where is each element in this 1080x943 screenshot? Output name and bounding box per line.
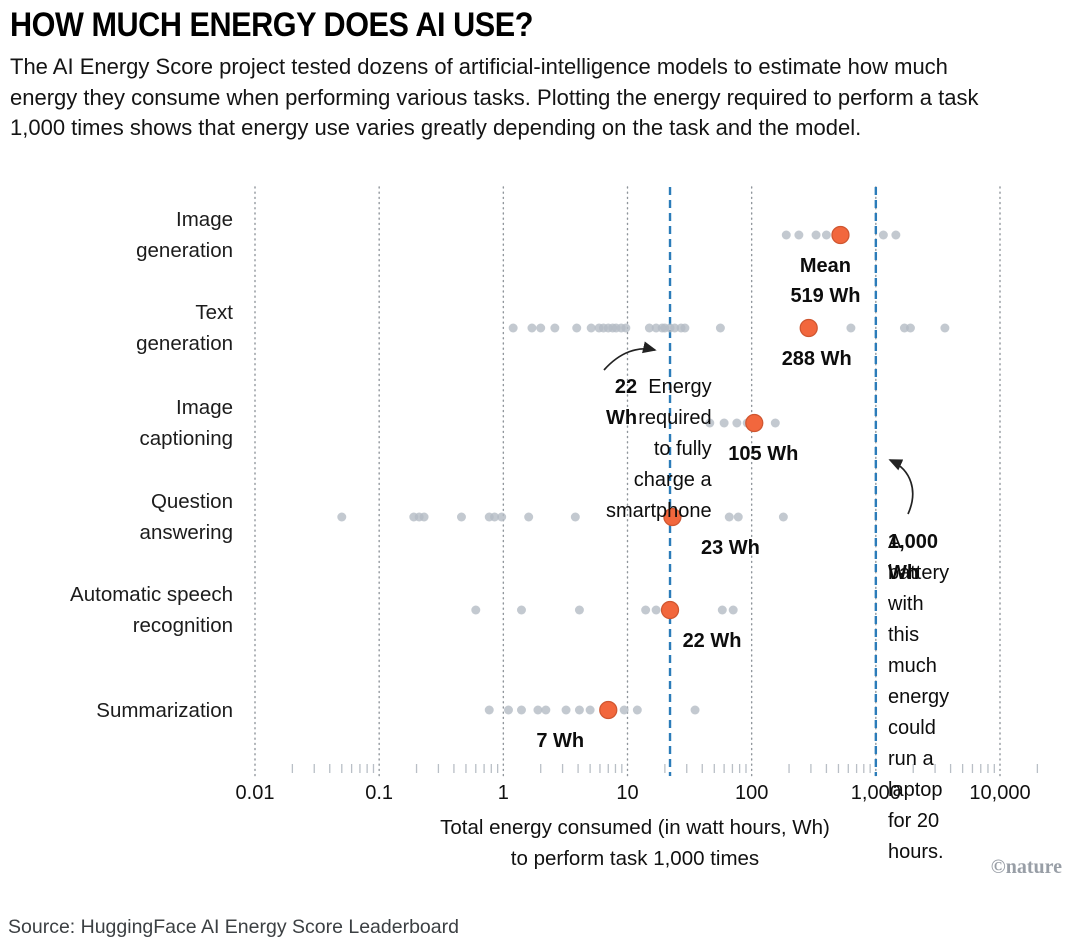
mean-label: 288 Wh [781,348,852,370]
model-dot [732,418,742,428]
model-dot [456,512,466,522]
model-dot [811,230,821,240]
model-dot [484,705,494,715]
model-dot [770,418,780,428]
x-tick-label: 100 [734,782,769,804]
model-dot [574,705,584,715]
model-dot [490,512,500,522]
model-dot [670,323,680,333]
mean-dot [799,318,818,338]
model-dot [651,605,661,615]
model-dot [728,605,738,615]
model-dot [570,512,580,522]
model-dot [621,323,631,333]
model-dot [632,705,642,715]
x-tick-label: 0.01 [235,782,275,804]
x-tick-label: 1 [497,782,509,804]
mean-label: 105 Wh [728,443,799,465]
model-dot [644,323,654,333]
category-label: Question answering [139,490,233,544]
model-dot [574,605,584,615]
model-dot [586,323,596,333]
model-dot [905,323,915,333]
model-dot [541,705,551,715]
model-dot [561,705,571,715]
model-dot [619,705,629,715]
model-dot [781,230,791,240]
annotation-arrow-laptop [888,459,914,515]
mean-dot [663,507,682,527]
category-label: Automatic speech recognition [70,583,233,637]
nature-credit: ©nature [990,856,1062,878]
mean-label: Mean 519 Wh [790,255,861,307]
model-dot [550,323,560,333]
page-title: HOW MUCH ENERGY DOES AI USE? [10,6,533,44]
model-dot [471,605,481,615]
category-label: Image generation [136,208,233,262]
annotation-arrow-smartphone [603,341,657,371]
model-dot [717,605,727,615]
mean-dot [599,700,618,720]
x-tick-label: 0.1 [365,782,394,804]
model-dot [585,705,595,715]
model-dot [724,512,734,522]
x-axis-title: Total energy consumed (in watt hours, Wh… [440,816,830,870]
category-label: Image captioning [139,396,233,450]
model-dot [940,323,950,333]
model-dot [891,230,901,240]
model-dot [516,705,526,715]
model-dot [503,705,513,715]
model-dot [846,323,856,333]
category-label: Summarization [96,698,233,722]
model-dot [821,230,831,240]
reference-description-laptop: A battery with this much energy could ru… [888,531,950,863]
chart-intro: The AI Energy Score project tested dozen… [10,54,979,140]
reference-description-smartphone: Energy required to fully charge a smartp… [606,376,712,522]
model-dot [715,323,725,333]
model-dot [536,323,546,333]
model-dot [508,323,518,333]
mean-label: 23 Wh [700,537,760,559]
model-dot [778,512,788,522]
model-dot [524,512,534,522]
mean-dot [660,600,680,620]
model-dot [572,323,582,333]
model-dot [419,512,429,522]
model-dot [497,512,507,522]
model-dot [533,705,543,715]
model-dot [719,418,729,428]
model-dot [733,512,743,522]
model-dot [680,323,690,333]
model-dot [337,512,347,522]
model-dot [794,230,804,240]
source-credit: Source: HuggingFace AI Energy Score Lead… [8,916,459,938]
mean-label: 7 Wh [536,730,585,752]
model-dot [516,605,526,615]
model-dot [878,230,888,240]
model-dot [641,605,651,615]
reference-label-22wh: 22 Wh [606,376,638,429]
model-dot [527,323,537,333]
model-dot [705,418,715,428]
category-label: Text generation [136,301,233,355]
mean-dot [831,225,850,245]
x-tick-label: 10 [616,782,639,804]
mean-dot [745,413,764,433]
x-tick-label: 10,000 [969,782,1031,804]
x-tick-label: 1,000 [850,782,901,804]
model-dot [690,705,700,715]
mean-label: 22 Wh [682,630,742,652]
reference-label-1000wh: 1,000 Wh [888,531,939,584]
